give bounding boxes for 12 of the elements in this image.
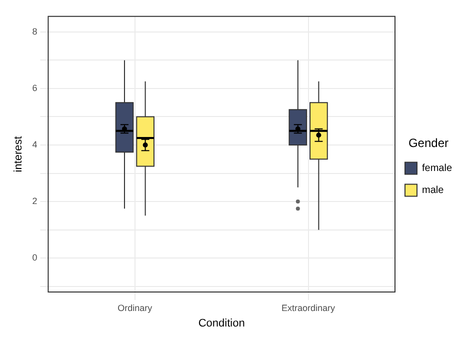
legend-title: Gender: [408, 136, 449, 150]
y-axis-title: interest: [12, 136, 25, 172]
legend-label: male: [422, 184, 444, 196]
y-tick-label: 6: [32, 82, 38, 93]
y-tick-label: 4: [32, 140, 38, 150]
y-tick-label: 2: [32, 196, 38, 206]
y-tick-label: 8: [32, 26, 38, 36]
legend-label: female: [422, 162, 452, 174]
x-tick-label: Ordinary: [118, 302, 153, 313]
x-tick-label: Extraordinary: [282, 302, 336, 313]
x-axis-title: Condition: [198, 317, 245, 330]
y-tick-label: 0: [32, 252, 38, 263]
